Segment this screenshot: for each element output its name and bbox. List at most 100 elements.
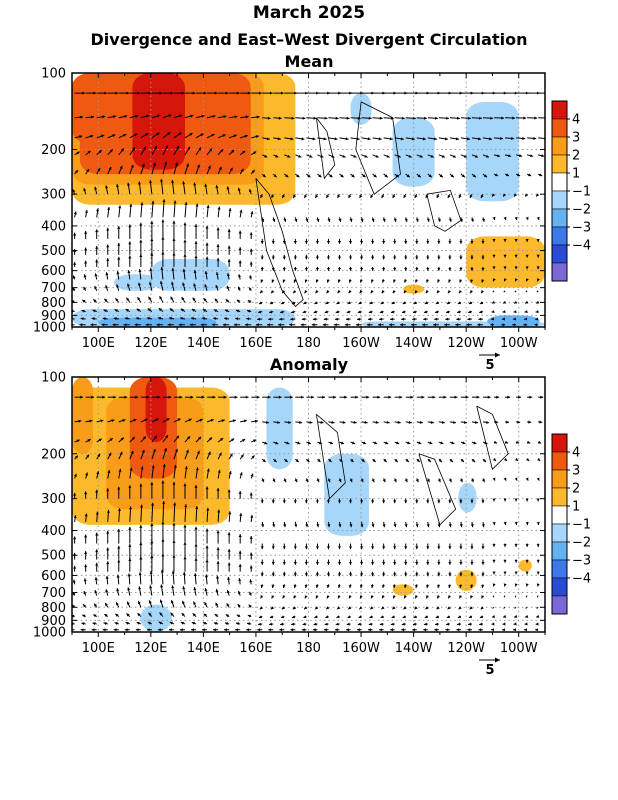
vector-arrowhead <box>150 555 154 558</box>
vector-arrowhead <box>412 622 416 626</box>
reference-vector-head <box>495 657 500 663</box>
vector-arrowhead <box>162 501 166 504</box>
vector-arrowhead <box>204 574 208 578</box>
vector-arrowhead <box>505 173 510 177</box>
vector-arrowhead <box>172 481 176 485</box>
vector-arrowhead <box>127 283 130 287</box>
vector-arrowhead <box>444 137 448 141</box>
vector-arrowhead <box>441 154 445 158</box>
vector-arrowhead <box>320 420 324 424</box>
vector-arrowhead <box>461 174 465 178</box>
vector-arrowhead <box>94 590 98 594</box>
vector-arrowhead <box>161 219 165 223</box>
vector-arrowhead <box>249 565 253 569</box>
vector-arrowhead <box>448 218 452 222</box>
vector-arrowhead <box>435 301 440 305</box>
vector-arrowhead <box>334 628 338 632</box>
vector-arrowhead <box>404 279 407 283</box>
vector-arrowhead <box>183 541 187 545</box>
reference-vector-head <box>495 352 500 358</box>
vector-arrowhead <box>87 439 91 442</box>
colorbar-label: −3 <box>572 554 591 569</box>
colorbar-swatch <box>551 226 568 246</box>
y-tick-label: 400 <box>41 219 66 234</box>
vector-arrowhead <box>114 622 118 625</box>
vector-arrowhead <box>172 252 176 256</box>
vector-arrowhead <box>447 606 451 610</box>
vector-arrowhead <box>193 182 197 186</box>
colorbar-label: 1 <box>572 500 580 515</box>
vector-arrowhead <box>293 546 297 550</box>
y-tick-label: 300 <box>41 492 66 507</box>
vector-arrowhead <box>535 310 539 314</box>
vector-arrowhead <box>440 441 444 445</box>
vector-arrowhead <box>172 540 176 543</box>
vector-arrowhead <box>315 606 319 610</box>
vector-arrowhead <box>437 241 441 244</box>
vector-arrowhead <box>470 279 474 283</box>
vector-arrowhead <box>125 621 129 625</box>
y-tick-label: 500 <box>41 244 66 259</box>
vector-arrowhead <box>392 194 396 199</box>
vector-arrowhead <box>189 133 193 136</box>
vector-arrowhead <box>327 524 331 528</box>
vector-arrowhead <box>238 230 242 234</box>
vector-arrowhead <box>389 323 392 327</box>
vector-arrowhead <box>355 323 359 327</box>
vector-arrowhead <box>238 578 242 582</box>
vector-arrowhead <box>227 548 231 552</box>
vector-arrowhead <box>293 256 297 260</box>
vector-arrowhead <box>72 189 76 193</box>
vector-arrowhead <box>348 584 352 588</box>
wind-vector <box>173 502 176 522</box>
vector-arrowhead <box>209 148 213 152</box>
vector-arrowhead <box>159 612 163 616</box>
vector-arrowhead <box>506 420 510 424</box>
vector-arrowhead <box>371 595 374 599</box>
vector-arrowhead <box>312 628 316 632</box>
vector-arrowhead <box>315 256 319 260</box>
vector-arrowhead <box>198 147 202 151</box>
colorbar-swatch <box>551 451 568 471</box>
vector-arrowhead <box>131 147 135 151</box>
vector-arrowhead <box>128 255 132 259</box>
vector-arrowhead <box>193 269 197 273</box>
vector-arrowhead <box>216 244 220 247</box>
vector-arrowhead <box>447 194 451 199</box>
vector-arrowhead <box>427 458 431 462</box>
vector-arrowhead <box>522 136 526 140</box>
vector-arrowhead <box>293 279 297 283</box>
colorbar-label: −3 <box>572 221 591 236</box>
vector-arrowhead <box>150 540 154 544</box>
vector-arrowhead <box>503 300 507 304</box>
x-tick-label: 100W <box>500 641 538 656</box>
vector-arrowhead <box>441 420 445 424</box>
vector-arrowhead <box>149 180 153 184</box>
vector-arrowhead <box>192 91 196 95</box>
figure-title: March 2025 <box>253 3 365 23</box>
vector-arrowhead <box>200 133 204 137</box>
vector-arrowhead <box>280 310 284 314</box>
vector-arrowhead <box>491 310 495 314</box>
vector-arrowhead <box>256 395 260 399</box>
vector-arrowhead <box>122 419 126 422</box>
vector-arrowhead <box>459 218 463 222</box>
vector-arrowhead <box>213 622 218 625</box>
vector-arrowhead <box>334 317 338 321</box>
vector-arrowhead <box>372 458 376 462</box>
vector-arrowhead <box>536 559 540 563</box>
vector-arrowhead <box>215 285 219 289</box>
vector-arrowhead <box>312 317 316 321</box>
vector-arrowhead <box>437 562 441 565</box>
vector-arrowhead <box>216 227 220 231</box>
vector-arrowhead <box>390 628 393 632</box>
vector-arrowhead <box>166 418 170 422</box>
vector-arrowhead <box>168 395 172 399</box>
vector-arrowhead <box>128 526 132 530</box>
vector-arrowhead <box>305 478 309 483</box>
vector-arrowhead <box>93 91 97 95</box>
vector-arrowhead <box>487 395 491 399</box>
vector-arrowhead <box>136 308 140 312</box>
vector-arrowhead <box>393 241 397 244</box>
vector-arrowhead <box>84 209 88 213</box>
